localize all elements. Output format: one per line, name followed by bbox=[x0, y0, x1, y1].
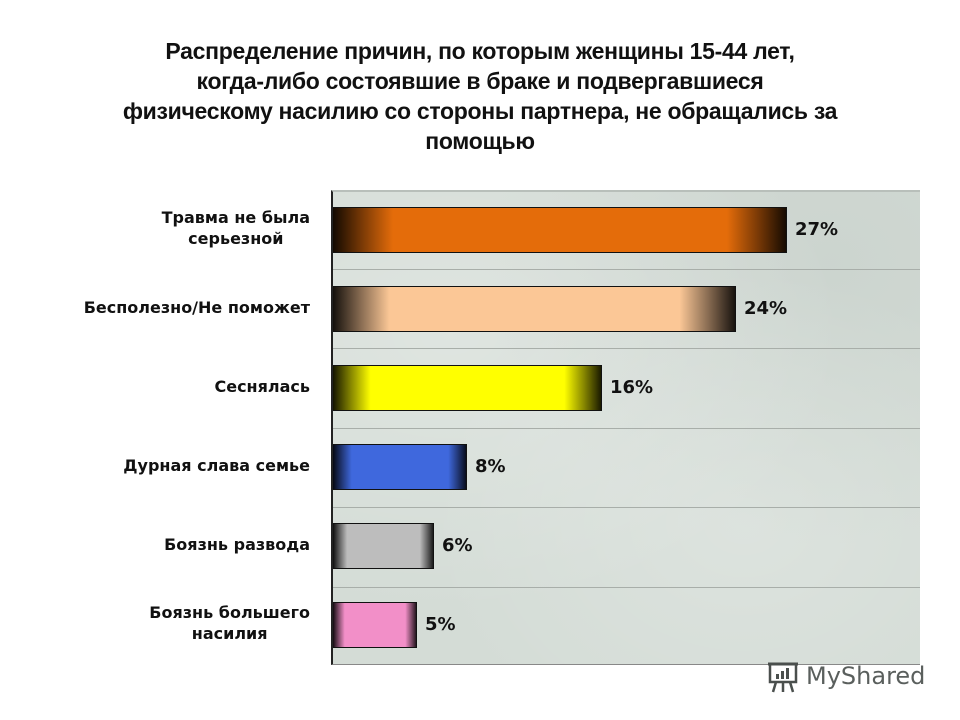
category-label-line: серьезной bbox=[188, 229, 284, 248]
category-label: Дурная слава семье bbox=[10, 432, 310, 498]
gridline bbox=[333, 587, 920, 588]
category-label-line: Бесполезно/Не поможет bbox=[83, 297, 310, 317]
title-line: когда-либо состоявшие в браке и подверга… bbox=[196, 68, 764, 94]
gridline bbox=[333, 269, 920, 270]
gridline bbox=[333, 428, 920, 429]
bar bbox=[333, 444, 467, 490]
category-label: Травма не была серьезной bbox=[10, 195, 310, 261]
bar bbox=[333, 523, 434, 569]
gridline bbox=[333, 507, 920, 508]
category-label: Бесполезно/Не поможет bbox=[10, 274, 310, 340]
category-label-line: Боязнь большего bbox=[149, 603, 310, 622]
value-label: 24% bbox=[744, 298, 788, 319]
value-label: 5% bbox=[425, 614, 456, 635]
bar bbox=[333, 602, 417, 648]
title-line: помощью bbox=[425, 128, 535, 154]
presentation-board-icon bbox=[768, 662, 798, 693]
value-label: 16% bbox=[610, 377, 654, 398]
category-label-line: Боязнь развода bbox=[164, 534, 310, 554]
value-label: 6% bbox=[442, 535, 473, 556]
category-label-line: Травма не была bbox=[161, 208, 310, 227]
bar bbox=[333, 365, 602, 411]
title-line: Распределение причин, по которым женщины… bbox=[165, 38, 795, 64]
category-label-line: Дурная слава семье bbox=[123, 455, 310, 475]
value-label: 8% bbox=[475, 456, 506, 477]
title-line: физическому насилию со стороны партнера,… bbox=[122, 98, 838, 124]
plot-area: 27% 24% 16% 8% 6% 5% bbox=[331, 190, 920, 665]
category-label-line: насилия bbox=[191, 624, 268, 643]
category-label-line: Сеснялась bbox=[214, 376, 310, 396]
bar bbox=[333, 207, 787, 253]
bar bbox=[333, 286, 736, 332]
gridline bbox=[333, 348, 920, 349]
value-label: 27% bbox=[795, 219, 839, 240]
watermark-text: MyShared bbox=[806, 662, 926, 690]
category-label: Боязнь большего насилия bbox=[10, 590, 310, 656]
chart-title: Распределение причин, по которым женщины… bbox=[20, 36, 940, 156]
category-label: Сеснялась bbox=[10, 353, 310, 419]
watermark: MyShared bbox=[766, 658, 925, 694]
category-label: Боязнь развода bbox=[10, 511, 310, 577]
